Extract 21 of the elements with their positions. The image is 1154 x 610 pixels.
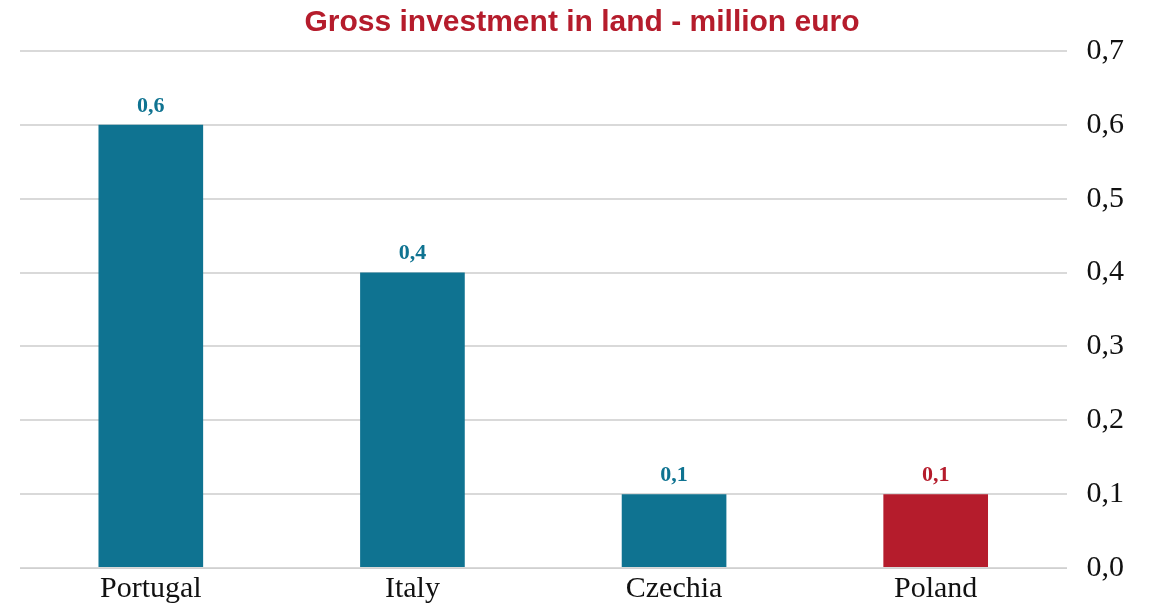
data-label: 0,6: [137, 91, 165, 117]
bar: [883, 494, 989, 567]
x-tick-label: Italy: [384, 569, 440, 603]
bar: [98, 124, 204, 567]
y-tick-label: 0,5: [1086, 179, 1124, 213]
bar: [360, 272, 465, 567]
y-tick-label: 0,7: [1086, 31, 1124, 65]
y-tick-label: 0,4: [1086, 253, 1124, 287]
x-tick-label: Poland: [894, 569, 978, 603]
x-tick-label: Portugal: [99, 569, 202, 603]
y-tick-label: 0,2: [1086, 401, 1124, 435]
y-tick-label: 0,3: [1086, 327, 1124, 361]
x-tick-label: Czechia: [625, 569, 723, 603]
data-label: 0,1: [921, 460, 950, 486]
y-tick-label: 0,0: [1086, 548, 1124, 582]
y-tick-label: 0,1: [1086, 475, 1124, 509]
y-tick-label: 0,6: [1086, 105, 1124, 139]
data-label: 0,4: [398, 239, 427, 265]
data-label: 0,1: [660, 460, 688, 486]
chart-title: Gross investment in land - million euro: [304, 4, 860, 38]
bar: [621, 494, 727, 567]
